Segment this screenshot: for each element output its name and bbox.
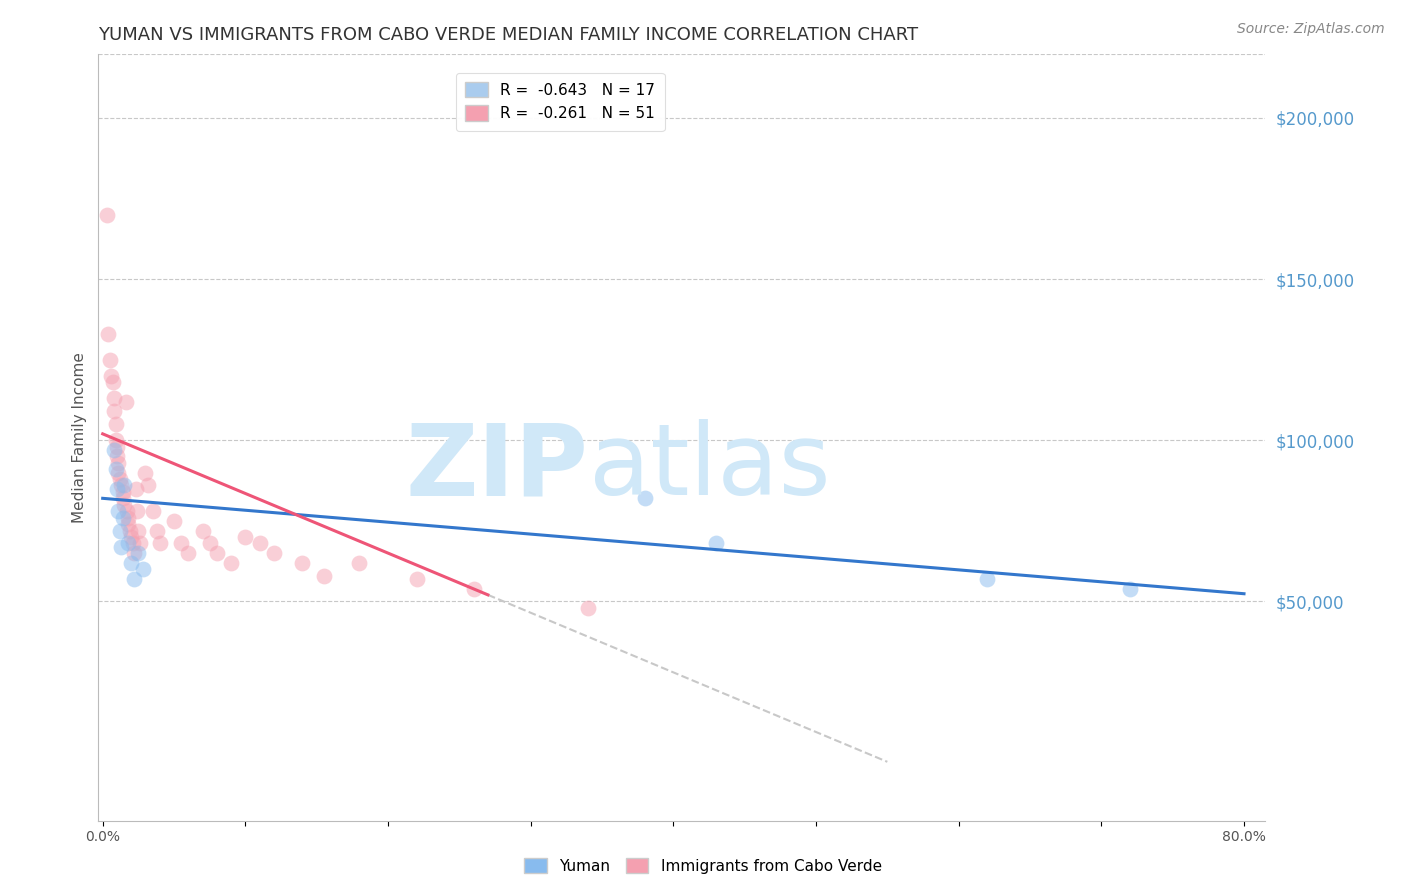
Point [105, 482, 128, 496]
Point [120, 556, 142, 570]
Point [105, 440, 128, 454]
Point [97, 326, 120, 341]
Point [146, 524, 169, 538]
Point [235, 530, 257, 544]
Point [110, 540, 132, 554]
Point [125, 504, 148, 518]
Point [349, 556, 371, 570]
Point [107, 456, 129, 470]
Point [124, 482, 146, 496]
Point [117, 536, 139, 550]
Point [291, 556, 314, 570]
Point [120, 530, 142, 544]
Text: ZIP: ZIP [406, 419, 589, 516]
Point [121, 536, 143, 550]
Point [98, 352, 121, 367]
Text: Source: ZipAtlas.com: Source: ZipAtlas.com [1237, 22, 1385, 37]
Point [122, 546, 145, 560]
Point [976, 572, 998, 586]
Point [463, 582, 485, 596]
Point [112, 498, 135, 512]
Point [110, 478, 132, 492]
Point [249, 536, 271, 550]
Point [1119, 582, 1142, 596]
Point [191, 524, 214, 538]
Point [127, 524, 149, 538]
Point [108, 524, 131, 538]
Point [131, 562, 153, 576]
Point [205, 546, 228, 560]
Point [111, 510, 134, 524]
Point [128, 536, 150, 550]
Point [138, 478, 160, 492]
Legend: Yuman, Immigrants from Cabo Verde: Yuman, Immigrants from Cabo Verde [517, 852, 889, 880]
Point [96, 208, 118, 222]
Point [134, 466, 156, 480]
Point [177, 546, 200, 560]
Point [405, 572, 427, 586]
Point [576, 601, 599, 615]
Point [103, 404, 125, 418]
Point [100, 368, 122, 383]
Point [198, 536, 221, 550]
Text: YUMAN VS IMMIGRANTS FROM CABO VERDE MEDIAN FAMILY INCOME CORRELATION CHART: YUMAN VS IMMIGRANTS FROM CABO VERDE MEDI… [98, 26, 918, 44]
Point [127, 546, 149, 560]
Point [114, 394, 136, 409]
Point [142, 504, 165, 518]
Point [105, 450, 128, 464]
Legend: R =  -0.643   N = 17, R =  -0.261   N = 51: R = -0.643 N = 17, R = -0.261 N = 51 [456, 72, 665, 130]
Point [122, 572, 145, 586]
Point [117, 510, 139, 524]
Point [117, 517, 139, 532]
Point [170, 536, 193, 550]
Point [107, 466, 129, 480]
Point [704, 536, 727, 550]
Point [263, 546, 285, 560]
Point [219, 556, 242, 570]
Point [118, 524, 141, 538]
Point [112, 478, 135, 492]
Point [312, 568, 335, 582]
Point [111, 491, 134, 506]
Y-axis label: Median Family Income: Median Family Income [72, 351, 87, 523]
Point [104, 434, 127, 448]
Point [101, 376, 124, 390]
Point [104, 417, 127, 432]
Point [115, 504, 138, 518]
Point [111, 484, 134, 499]
Point [163, 514, 186, 528]
Point [104, 462, 127, 476]
Point [634, 491, 657, 506]
Point [107, 504, 129, 518]
Point [108, 472, 131, 486]
Text: atlas: atlas [589, 419, 830, 516]
Point [103, 442, 125, 457]
Point [103, 392, 125, 406]
Point [149, 536, 172, 550]
